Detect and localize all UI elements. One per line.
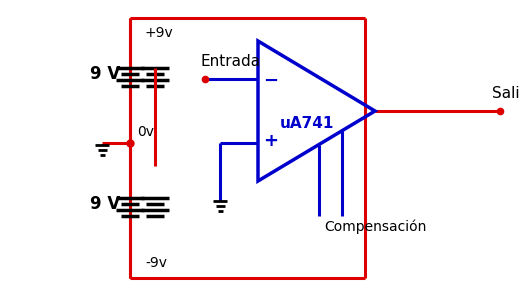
Text: Compensación: Compensación [324,220,426,234]
Text: 0v: 0v [137,125,154,139]
Text: -9v: -9v [145,256,167,270]
Text: −: − [263,72,278,90]
Text: 9 V: 9 V [90,65,120,83]
Text: 9 V: 9 V [90,195,120,213]
Text: Entrada: Entrada [200,54,260,69]
Text: Salida: Salida [492,86,520,101]
Text: uA741: uA741 [280,115,334,131]
Text: +9v: +9v [145,26,174,40]
Text: +: + [263,132,278,150]
